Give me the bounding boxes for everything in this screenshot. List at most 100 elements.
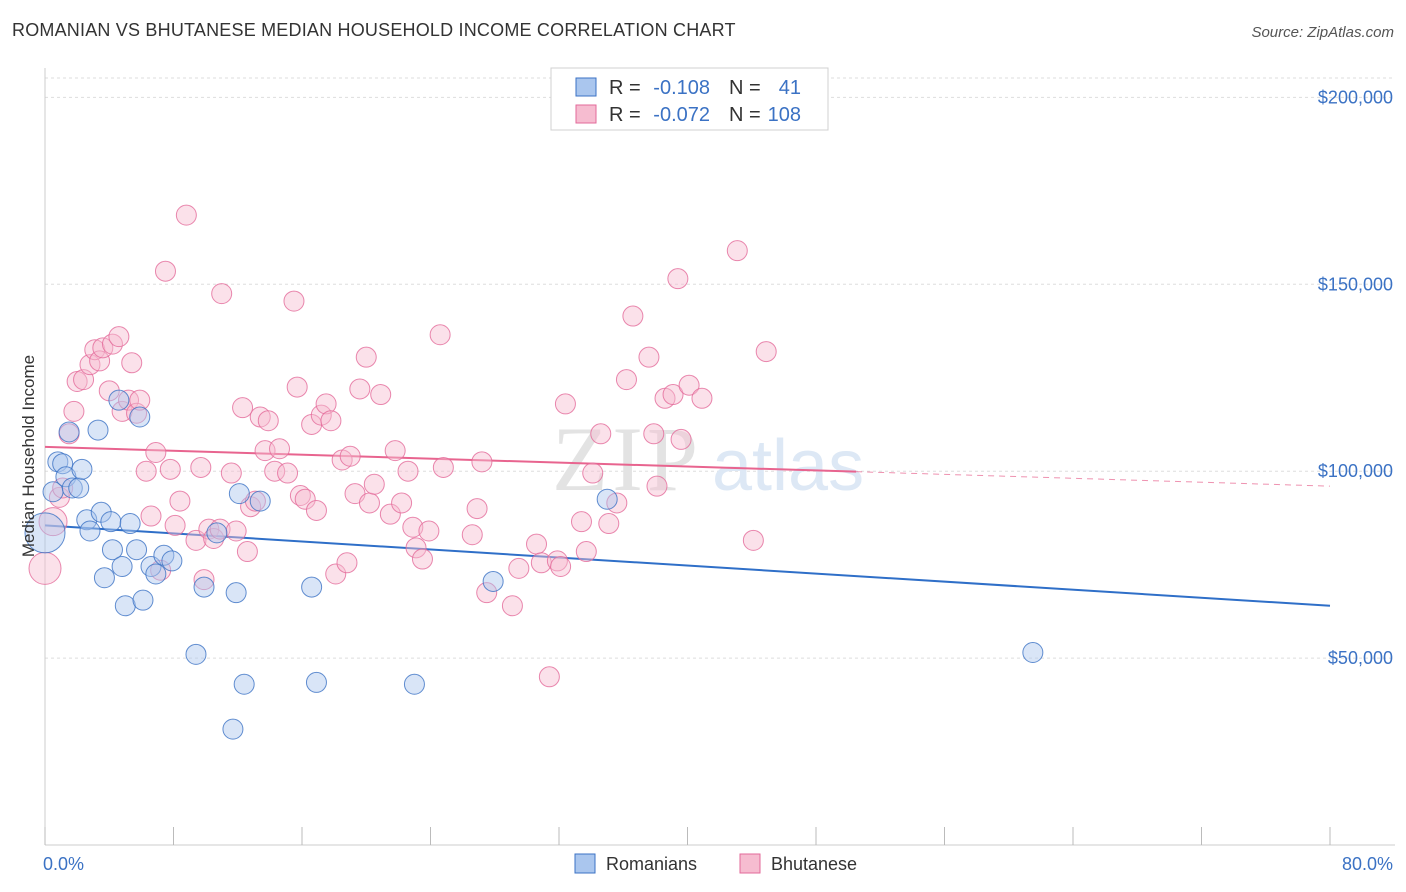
point-bhutanese xyxy=(38,507,68,537)
point-bhutanese xyxy=(691,387,713,409)
point-bhutanese xyxy=(742,529,764,551)
chart-title: ROMANIAN VS BHUTANESE MEDIAN HOUSEHOLD I… xyxy=(12,20,736,40)
point-romanians xyxy=(79,520,101,542)
point-bhutanese xyxy=(538,666,560,688)
point-romanians xyxy=(403,673,425,695)
point-bhutanese xyxy=(662,384,684,406)
point-bhutanese xyxy=(667,268,689,290)
point-romanians xyxy=(145,563,167,585)
point-bhutanese xyxy=(164,514,186,536)
point-bhutanese xyxy=(554,393,576,415)
source-credit: Source: ZipAtlas.com xyxy=(1251,24,1394,41)
point-romanians xyxy=(225,582,247,604)
point-bhutanese xyxy=(145,442,167,463)
legend-r-label: R = xyxy=(609,104,641,126)
point-bhutanese xyxy=(363,473,385,495)
point-bhutanese xyxy=(411,548,433,570)
point-bhutanese xyxy=(236,541,258,563)
point-bhutanese xyxy=(310,404,332,426)
point-romanians xyxy=(129,406,151,428)
point-romanians xyxy=(68,477,90,499)
point-bhutanese xyxy=(175,204,197,226)
stats-legend-box xyxy=(550,67,829,131)
watermark-zip: ZIP xyxy=(552,408,702,510)
point-romanians xyxy=(596,488,618,510)
point-bhutanese xyxy=(405,537,427,559)
point-bhutanese xyxy=(546,550,568,572)
point-bhutanese xyxy=(336,552,358,574)
point-bhutanese xyxy=(225,520,247,542)
stats-legend: R = -0.108 N = 41 R = -0.072 N = 108 xyxy=(550,67,829,131)
point-bhutanese xyxy=(193,569,215,591)
y-tick-label: $150,000 xyxy=(1318,274,1393,294)
point-bhutanese xyxy=(570,511,592,533)
legend-swatch-romanians xyxy=(574,853,596,874)
point-romanians xyxy=(301,576,323,598)
point-bhutanese xyxy=(257,410,279,432)
point-romanians xyxy=(482,570,504,592)
data-points xyxy=(24,204,1044,740)
point-bhutanese xyxy=(89,350,111,372)
point-bhutanese xyxy=(461,524,483,546)
point-romanians xyxy=(58,421,80,443)
point-bhutanese xyxy=(63,400,85,422)
legend-label-romanians: Romanians xyxy=(606,854,697,874)
point-romanians xyxy=(61,477,83,499)
point-bhutanese xyxy=(598,513,620,535)
point-bhutanese xyxy=(315,393,337,415)
point-bhutanese xyxy=(358,492,380,514)
point-bhutanese xyxy=(339,445,361,467)
point-bhutanese xyxy=(286,376,308,398)
point-romanians xyxy=(93,567,115,589)
point-bhutanese xyxy=(320,410,342,432)
point-bhutanese xyxy=(670,428,692,450)
point-bhutanese xyxy=(126,402,148,424)
legend-n-value: 108 xyxy=(768,104,801,126)
point-bhutanese xyxy=(471,451,493,473)
point-bhutanese xyxy=(349,378,371,400)
point-bhutanese xyxy=(232,397,254,419)
point-romanians xyxy=(206,522,228,544)
legend-swatch-bhutanese xyxy=(739,853,761,874)
point-bhutanese xyxy=(550,556,572,578)
series-legend: Romanians Bhutanese xyxy=(574,853,857,874)
point-bhutanese xyxy=(220,462,242,484)
point-bhutanese xyxy=(269,438,291,460)
trend-lines xyxy=(44,445,1331,607)
point-romanians xyxy=(24,512,66,554)
point-romanians xyxy=(1022,641,1044,663)
point-bhutanese xyxy=(384,440,406,462)
point-bhutanese xyxy=(154,260,176,282)
legend-swatch-pink xyxy=(575,104,597,124)
point-bhutanese xyxy=(190,456,212,478)
point-romanians xyxy=(185,643,207,665)
point-bhutanese xyxy=(418,520,440,542)
legend-r-value: -0.072 xyxy=(653,104,710,126)
point-bhutanese xyxy=(391,492,413,514)
point-bhutanese xyxy=(283,290,305,312)
point-bhutanese xyxy=(121,352,143,374)
point-romanians xyxy=(126,539,148,561)
point-bhutanese xyxy=(211,283,233,305)
point-bhutanese xyxy=(140,505,162,527)
point-bhutanese xyxy=(209,518,231,540)
legend-n-label: N = xyxy=(729,77,761,99)
point-bhutanese xyxy=(379,503,401,525)
gridlines xyxy=(45,77,1395,659)
point-bhutanese xyxy=(432,456,454,478)
point-bhutanese xyxy=(501,595,523,617)
point-bhutanese xyxy=(615,369,637,391)
point-bhutanese xyxy=(638,346,660,368)
point-bhutanese xyxy=(169,490,191,512)
point-romanians xyxy=(161,550,183,572)
point-romanians xyxy=(193,576,215,598)
point-bhutanese xyxy=(755,341,777,363)
x-tick-label: 80.0% xyxy=(1342,854,1393,874)
point-bhutanese xyxy=(726,240,748,262)
point-romanians xyxy=(100,511,122,533)
point-bhutanese xyxy=(277,462,299,484)
point-bhutanese xyxy=(305,499,327,521)
point-romanians xyxy=(52,453,74,475)
point-bhutanese xyxy=(84,339,106,361)
point-bhutanese xyxy=(294,488,316,510)
